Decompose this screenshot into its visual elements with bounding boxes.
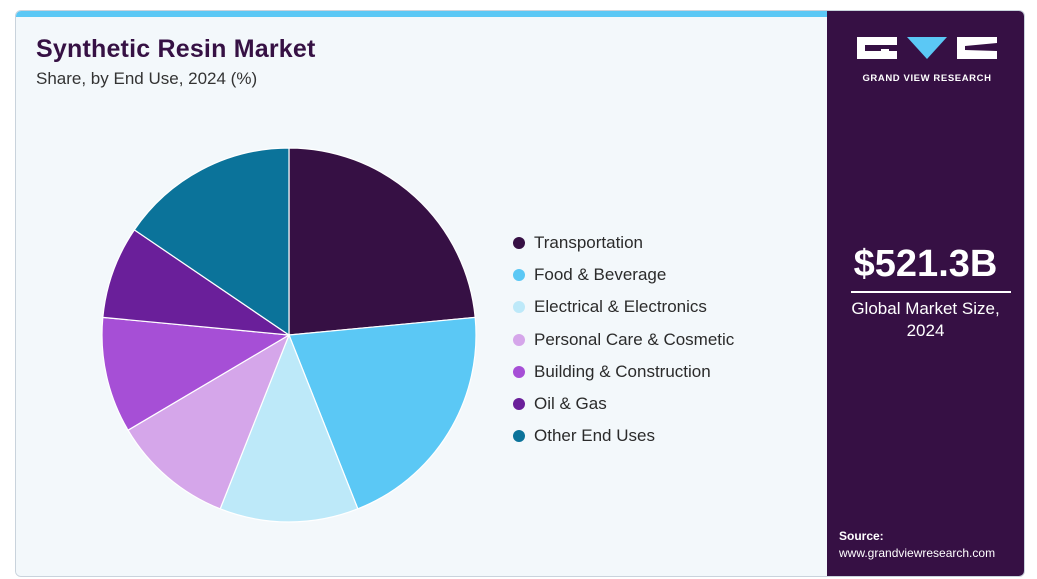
divider: [851, 291, 1011, 293]
legend-item: Other End Uses: [513, 420, 734, 452]
legend-item: Electrical & Electronics: [513, 291, 734, 323]
legend-label: Electrical & Electronics: [534, 297, 707, 317]
grand-view-research-logo: GRAND VIEW RESEARCH: [857, 37, 997, 87]
chart-legend: Transportation Food & Beverage Electrical …: [513, 227, 734, 452]
chart-subtitle: Share, by End Use, 2024 (%): [36, 69, 258, 88]
chart-card: Synthetic Resin Market Share, by End Use…: [15, 10, 1025, 577]
legend-swatch: [513, 430, 525, 443]
accent-bar: [16, 11, 827, 17]
legend-swatch: [513, 398, 525, 411]
summary-panel: GRAND VIEW RESEARCH $521.3B Global Marke…: [827, 11, 1024, 576]
legend-swatch: [513, 269, 525, 282]
pie-slice-building-construction: [101, 316, 291, 432]
market-size-value: $521.3B: [853, 243, 998, 285]
legend-swatch: [513, 301, 525, 314]
pie-slice-food-beverage: [288, 316, 477, 510]
legend-label: Transportation: [534, 233, 643, 253]
legend-swatch: [513, 237, 525, 250]
legend-label: Oil & Gas: [534, 394, 607, 414]
pie-chart: [101, 147, 477, 523]
source-label: Source:: [839, 529, 884, 543]
legend-label: Other End Uses: [534, 426, 655, 446]
legend-item: Personal Care & Cosmetic: [513, 324, 734, 356]
gvr-logo-icon: [857, 37, 997, 59]
chart-area: Synthetic Resin Market Share, by End Use…: [16, 11, 827, 576]
pie-slice-transportation: [288, 147, 476, 336]
pie-slice-electrical-electronics: [219, 333, 359, 523]
chart-title: Synthetic Resin Market: [36, 35, 316, 63]
legend-item: Building & Construction: [513, 356, 734, 388]
legend-item: Transportation: [513, 227, 734, 259]
logo-text: GRAND VIEW RESEARCH: [862, 73, 992, 84]
source-url: www.grandviewresearch.com: [839, 546, 996, 560]
legend-swatch: [513, 365, 525, 378]
legend-item: Food & Beverage: [513, 259, 734, 291]
legend-label: Building & Construction: [534, 361, 711, 381]
market-size-caption: Global Market Size, 2024: [851, 299, 1000, 340]
pie-slice-personal-care-cosmetic: [127, 333, 291, 510]
legend-label: Personal Care & Cosmetic: [534, 329, 735, 349]
legend-swatch: [513, 333, 525, 346]
pie-slice-oil-gas: [102, 229, 290, 336]
pie-slice-other-end-uses: [133, 147, 290, 337]
legend-item: Oil & Gas: [513, 388, 734, 420]
legend-label: Food & Beverage: [534, 265, 667, 285]
